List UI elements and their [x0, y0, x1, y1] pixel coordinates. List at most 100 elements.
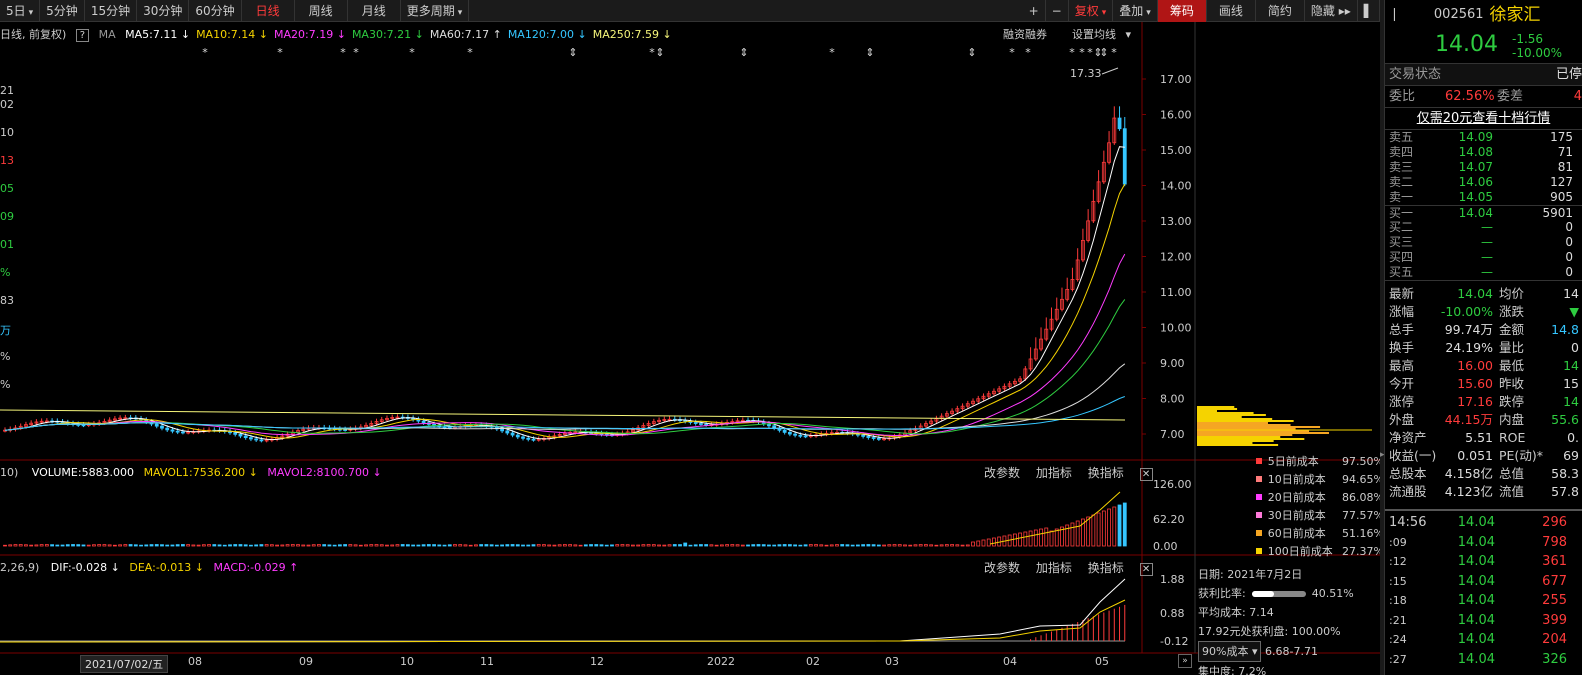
chips-button[interactable]: 筹码 [1157, 0, 1207, 22]
volume-bar [374, 544, 379, 547]
volume-bar [1065, 524, 1070, 547]
x-axis-label: 02 [806, 655, 820, 668]
chip-bar [1197, 408, 1238, 410]
volume-swap-indicator[interactable]: 换指标 [1087, 466, 1124, 480]
cost-color-swatch [1256, 458, 1262, 464]
macd-swap-indicator[interactable]: 换指标 [1087, 561, 1124, 575]
chip-bar [1197, 414, 1266, 416]
event-marker-icon[interactable]: ⇕ [568, 46, 577, 59]
macd-add-indicator[interactable]: 加指标 [1035, 561, 1072, 575]
event-marker-icon[interactable]: ⇕ [739, 46, 748, 59]
volume-bar [903, 544, 907, 547]
ma-item-5: MA120:7.00 ↓ [507, 28, 587, 41]
level10-promo-link[interactable]: 仅需20元查看十档行情 [1416, 111, 1551, 126]
event-marker-icon[interactable]: * [340, 46, 346, 59]
overlay-button[interactable]: 叠加 [1113, 0, 1158, 22]
macd-edit-params[interactable]: 改参数 [984, 561, 1021, 575]
event-marker-icon[interactable]: * [649, 46, 655, 59]
help-icon[interactable]: ? [75, 29, 90, 42]
period-60min[interactable]: 60分钟 [189, 0, 242, 22]
margin-trading-link[interactable]: 融资融券 [1003, 28, 1047, 41]
event-marker-icon[interactable]: * [1079, 46, 1085, 59]
close-icon[interactable]: ✕ [1139, 468, 1153, 481]
dif-value: DIF:-0.028 [50, 561, 108, 574]
volume-bar [92, 544, 96, 547]
volume-add-indicator[interactable]: 加指标 [1035, 466, 1072, 480]
period-more[interactable]: 更多周期 [401, 0, 470, 22]
volume-bar [71, 544, 75, 547]
bid-ratio-label: 委比 [1389, 89, 1416, 104]
double-chevron-icon: ▸▸ [1334, 3, 1351, 18]
close-icon[interactable]: ✕ [1139, 563, 1153, 576]
ma10-line [4, 183, 1126, 439]
mavol2-value: MAVOL2:8100.700 [267, 466, 370, 479]
volume-bar [971, 541, 975, 547]
stat-label: 涨停 [1389, 394, 1415, 409]
kline-chart[interactable]: 17.00 16.00 15.00 14.00 13.00 12.00 11.00 10.00… [0, 22, 1380, 675]
pin-icon[interactable]: ▌ [1358, 0, 1380, 22]
event-marker-icon[interactable]: * [1111, 46, 1117, 59]
volume-bar [322, 544, 327, 547]
event-marker-icon[interactable]: * [409, 46, 415, 59]
left-edge-value: 83 [0, 294, 14, 307]
collapse-icon[interactable]: ❘ [1389, 7, 1400, 22]
volume-bar [76, 544, 81, 547]
zoom-out-button[interactable]: − [1046, 0, 1069, 22]
event-marker-icon[interactable]: ⇕ [967, 46, 976, 59]
volume-bar [1033, 529, 1038, 547]
chip-bar [1197, 444, 1279, 446]
period-5min[interactable]: 5分钟 [40, 0, 85, 22]
event-marker-icon[interactable]: * [829, 46, 835, 59]
mavol1-value: MAVOL1:7536.200 [143, 466, 246, 479]
volume-bar [829, 544, 834, 547]
candle-body [960, 405, 965, 410]
event-marker-icon[interactable]: ⇕ [1093, 46, 1102, 59]
volume-bar [897, 544, 902, 547]
event-marker-icon[interactable]: * [202, 46, 208, 59]
volume-bar [1075, 520, 1080, 547]
period-5day[interactable]: 5日 [0, 0, 41, 22]
adjust-button[interactable]: 复权 [1069, 0, 1114, 22]
book-price: 14.06 [1458, 175, 1493, 189]
simple-button[interactable]: 简约 [1256, 0, 1305, 22]
volume-bar [960, 544, 965, 547]
period-weekly[interactable]: 周线 [295, 0, 348, 22]
volume-bar [505, 544, 510, 547]
event-marker-icon[interactable]: ⇕ [655, 46, 664, 59]
candle-body [395, 416, 400, 419]
event-marker-icon[interactable]: * [277, 46, 283, 59]
tick-row: :15 14.04 677 [1385, 572, 1582, 592]
zoom-in-button[interactable]: + [1023, 0, 1046, 22]
candle-body [882, 438, 886, 441]
volume-bar [850, 544, 855, 547]
event-marker-icon[interactable]: * [467, 46, 473, 59]
volume-bar [840, 544, 845, 547]
volume-bar [557, 544, 562, 547]
event-marker-icon[interactable]: * [1009, 46, 1015, 59]
price-block: 14.04 -1.56 -10.00% [1385, 30, 1582, 64]
event-marker-icon[interactable]: * [1025, 46, 1031, 59]
volume-bar [24, 544, 28, 547]
event-marker-icon[interactable]: ⇕ [865, 46, 874, 59]
volume-bar [264, 544, 269, 547]
scroll-right-button[interactable]: » [1178, 654, 1192, 668]
event-marker-icon[interactable]: * [1087, 46, 1093, 59]
event-marker-icon[interactable]: ⇕ [1099, 46, 1108, 59]
draw-button[interactable]: 画线 [1207, 0, 1256, 22]
hide-button[interactable]: 隐藏 ▸▸ [1305, 0, 1358, 22]
candle-body [118, 417, 123, 420]
ma-setting-link[interactable]: 设置均线 ▾ [1072, 28, 1132, 41]
event-marker-icon[interactable]: * [1069, 46, 1075, 59]
period-30min[interactable]: 30分钟 [137, 0, 190, 22]
candle-body [39, 420, 44, 423]
cost-pct-select[interactable]: 90%成本 ▾ [1198, 641, 1262, 662]
volume-bar [421, 544, 426, 547]
period-monthly[interactable]: 月线 [348, 0, 401, 22]
period-15min[interactable]: 15分钟 [85, 0, 138, 22]
event-marker-icon[interactable]: * [353, 46, 359, 59]
candle-body [798, 434, 803, 437]
price-tick: 13.00 [1160, 215, 1192, 228]
period-daily[interactable]: 日线 [242, 0, 295, 22]
volume-edit-params[interactable]: 改参数 [984, 466, 1021, 480]
panel-splitter[interactable]: ▸ [1380, 0, 1385, 675]
